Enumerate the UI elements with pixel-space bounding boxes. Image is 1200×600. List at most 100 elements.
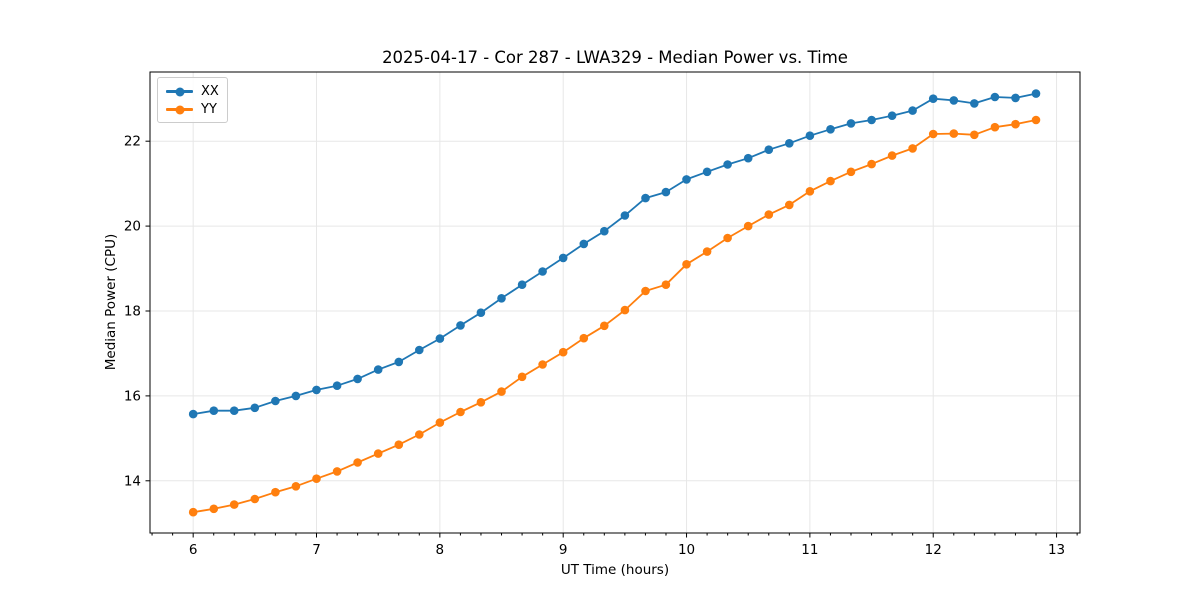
data-point xyxy=(908,144,917,153)
y-tick-label: 16 xyxy=(124,388,141,404)
legend-dot-icon xyxy=(175,87,184,96)
y-axis-label: Median Power (CPU) xyxy=(103,233,119,371)
data-point xyxy=(579,333,589,343)
data-point xyxy=(229,500,239,509)
x-tick-label: 11 xyxy=(801,542,818,558)
data-point xyxy=(579,239,589,249)
data-point xyxy=(373,449,383,458)
data-point xyxy=(1011,93,1020,103)
data-point xyxy=(353,458,362,467)
legend-item-yy: YY xyxy=(166,101,219,118)
series-line-yy xyxy=(193,119,1037,514)
legend-label: YY xyxy=(201,102,217,117)
legend-label: XX xyxy=(201,84,219,99)
data-point xyxy=(332,467,342,476)
data-point xyxy=(785,200,794,210)
data-point xyxy=(928,94,938,103)
y-tick-label: 14 xyxy=(124,473,141,489)
data-point xyxy=(641,286,650,296)
data-point xyxy=(764,210,774,219)
data-point xyxy=(188,409,198,419)
x-tick-label: 6 xyxy=(189,542,198,558)
data-point xyxy=(846,119,856,128)
data-point xyxy=(682,175,691,184)
data-point xyxy=(353,374,362,384)
data-point xyxy=(291,391,301,401)
data-point xyxy=(415,430,424,439)
data-point xyxy=(517,372,527,382)
data-point xyxy=(312,385,321,395)
data-point xyxy=(600,321,609,331)
data-point xyxy=(928,129,938,139)
x-tick-label: 12 xyxy=(925,542,942,558)
data-point xyxy=(620,305,630,315)
data-point xyxy=(394,440,404,450)
plot-border xyxy=(149,71,1081,534)
data-point xyxy=(476,308,486,318)
series-markers-xx xyxy=(188,89,1041,419)
data-point xyxy=(373,365,383,374)
data-point xyxy=(805,187,815,196)
legend-line-icon xyxy=(166,87,193,96)
data-point xyxy=(702,247,712,256)
data-point xyxy=(558,347,568,357)
y-tick-label: 18 xyxy=(124,303,141,319)
data-point xyxy=(743,153,753,163)
data-point xyxy=(558,253,568,263)
data-point xyxy=(209,504,219,514)
data-point xyxy=(805,131,815,140)
data-point xyxy=(949,129,959,138)
x-tick-label: 10 xyxy=(678,542,695,558)
data-point xyxy=(723,160,732,169)
data-point xyxy=(1011,119,1020,129)
data-point xyxy=(970,99,979,108)
data-point xyxy=(682,260,691,269)
series-markers-yy xyxy=(188,115,1041,517)
data-point xyxy=(867,159,876,169)
data-point xyxy=(435,418,445,427)
data-point xyxy=(723,233,732,243)
data-point xyxy=(312,474,321,484)
data-point xyxy=(661,280,671,290)
data-point xyxy=(271,396,280,406)
x-tick-label: 9 xyxy=(559,542,568,558)
data-point xyxy=(517,280,527,290)
data-point xyxy=(456,407,465,417)
x-tick-label: 8 xyxy=(436,542,445,558)
data-point xyxy=(826,125,835,134)
data-point xyxy=(949,96,959,105)
data-point xyxy=(1031,89,1041,98)
data-point xyxy=(291,482,301,491)
data-point xyxy=(188,507,198,517)
data-point xyxy=(497,387,506,396)
data-point xyxy=(250,403,260,413)
x-tick-label: 7 xyxy=(312,542,321,558)
data-point xyxy=(456,321,465,330)
data-point xyxy=(764,145,774,154)
data-point xyxy=(641,193,650,203)
data-point xyxy=(538,360,547,369)
x-axis-label: UT Time (hours) xyxy=(560,562,670,578)
data-point xyxy=(538,267,547,276)
data-point xyxy=(785,139,794,148)
legend-line-icon xyxy=(166,105,193,114)
data-point xyxy=(271,487,280,497)
data-point xyxy=(476,398,486,407)
legend: XX YY xyxy=(157,77,228,123)
legend-dot-icon xyxy=(175,105,184,114)
axis-ticks xyxy=(145,140,1078,538)
data-point xyxy=(867,115,876,125)
chart-title: 2025-04-17 - Cor 287 - LWA329 - Median P… xyxy=(382,48,848,67)
data-point xyxy=(661,187,671,197)
data-point xyxy=(600,226,609,236)
data-point xyxy=(209,406,219,416)
y-tick-label: 22 xyxy=(124,134,141,150)
x-tick-label: 13 xyxy=(1048,542,1065,558)
data-point xyxy=(415,345,424,355)
tick-labels: 6 7 8 9 10 11 12 13 14 16 18 20 22 xyxy=(124,134,1065,558)
y-tick-label: 20 xyxy=(124,219,141,235)
data-point xyxy=(394,357,404,367)
legend-item-xx: XX xyxy=(166,83,219,100)
